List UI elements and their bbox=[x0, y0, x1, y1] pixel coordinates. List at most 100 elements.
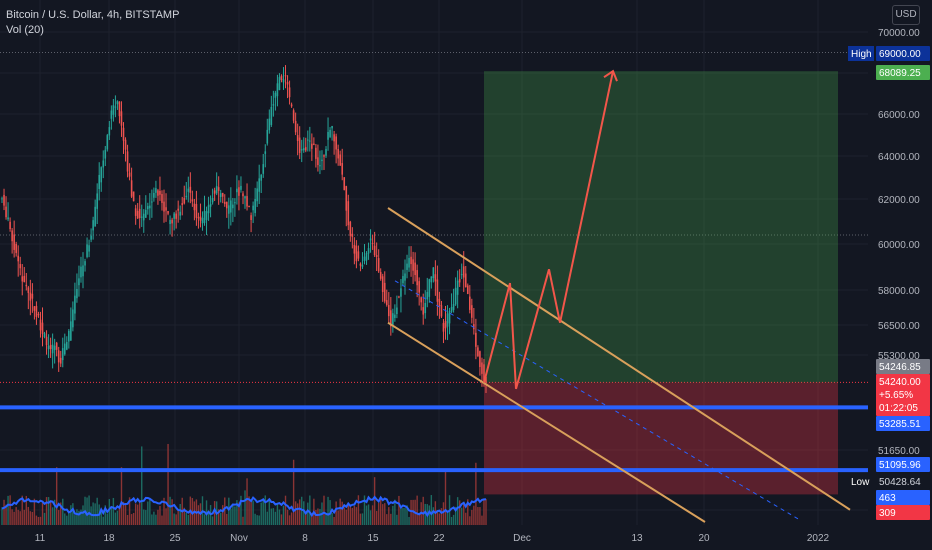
candle-body bbox=[418, 281, 420, 293]
candle-body bbox=[183, 198, 186, 204]
drawings[interactable] bbox=[0, 69, 868, 523]
candle-body bbox=[351, 233, 354, 237]
candle-body bbox=[138, 208, 141, 219]
volume-bar bbox=[343, 507, 345, 525]
volume-bar bbox=[92, 502, 94, 525]
volume-bar bbox=[272, 508, 275, 525]
volume-bar bbox=[341, 501, 343, 525]
candle-body bbox=[296, 135, 299, 141]
volume-bar bbox=[141, 446, 143, 525]
candle-body bbox=[3, 194, 5, 206]
candle-body bbox=[45, 336, 48, 346]
candle-body bbox=[88, 245, 90, 252]
volume-bar bbox=[298, 499, 301, 525]
volume-indicator-label[interactable]: Vol (20) bbox=[6, 24, 44, 36]
candle-body bbox=[250, 215, 252, 221]
candle-body bbox=[448, 311, 451, 324]
candle-body bbox=[7, 217, 9, 220]
volume-bar bbox=[165, 508, 167, 525]
candle-body bbox=[112, 105, 115, 115]
currency-button[interactable]: USD bbox=[892, 5, 920, 25]
candle-body bbox=[456, 280, 459, 295]
candle-body bbox=[207, 205, 210, 214]
symbol-title[interactable]: Bitcoin / U.S. Dollar, 4h, BITSTAMP bbox=[6, 9, 180, 21]
candle-body bbox=[106, 135, 109, 150]
candle-body bbox=[254, 199, 256, 214]
candle-body bbox=[304, 147, 307, 151]
candle-body bbox=[155, 188, 157, 193]
price-tag-box bbox=[848, 46, 874, 61]
price-label-text: 50428.64 bbox=[879, 477, 921, 488]
candle-body bbox=[179, 211, 182, 216]
volume-bar bbox=[23, 509, 25, 525]
chart-legend: Bitcoin / U.S. Dollar, 4h, BITSTAMP Vol … bbox=[6, 8, 179, 38]
candle-body bbox=[462, 266, 465, 278]
candle-body bbox=[5, 206, 7, 218]
price-axis[interactable]: 70000.0068000.0066000.0064000.0062000.00… bbox=[878, 28, 920, 517]
volume-bar bbox=[33, 498, 36, 525]
candle-body bbox=[256, 188, 258, 202]
volume-bar bbox=[375, 510, 378, 525]
volume-bar bbox=[335, 501, 337, 525]
candle-body bbox=[377, 258, 380, 272]
volume-bar bbox=[440, 508, 443, 525]
volume-bar bbox=[82, 505, 84, 525]
candle-body bbox=[302, 148, 305, 151]
volume-bar bbox=[246, 478, 248, 525]
candle-body bbox=[390, 310, 392, 327]
volume-bar bbox=[157, 509, 159, 525]
candle-body bbox=[424, 302, 427, 314]
candle-body bbox=[21, 276, 24, 282]
volume-bar bbox=[240, 495, 242, 525]
candle-body bbox=[333, 134, 335, 142]
volume-bar bbox=[161, 515, 163, 525]
volume-bar bbox=[296, 503, 299, 525]
time-axis[interactable]: 11 18 25 Nov 8 15 22 Dec 13 20 2022 bbox=[35, 533, 830, 544]
volume-bar bbox=[258, 515, 260, 525]
candle-body bbox=[292, 110, 295, 121]
volume-bar bbox=[47, 497, 50, 525]
volume-bar bbox=[102, 516, 104, 525]
volume-bar bbox=[460, 507, 463, 525]
candle-body bbox=[108, 127, 111, 136]
price-tick-label: 66000.00 bbox=[878, 110, 920, 121]
candle-body bbox=[94, 206, 96, 227]
volume-ma-line bbox=[1, 495, 487, 518]
candle-body bbox=[335, 136, 337, 150]
volume-bar bbox=[175, 514, 177, 525]
candle-body bbox=[157, 190, 159, 196]
volume-bar bbox=[248, 496, 250, 525]
candle-body bbox=[201, 217, 204, 224]
volume-bar bbox=[66, 515, 68, 525]
candle-body bbox=[309, 140, 311, 142]
candle-body bbox=[353, 244, 356, 254]
candle-body bbox=[90, 235, 92, 240]
candle-body bbox=[317, 157, 319, 166]
volume-bar bbox=[55, 467, 58, 525]
candle-body bbox=[464, 273, 467, 288]
volume-bar bbox=[39, 516, 42, 525]
candle-body bbox=[436, 279, 439, 302]
volume-bar bbox=[114, 512, 117, 525]
candle-body bbox=[82, 265, 84, 277]
candle-body bbox=[165, 207, 167, 211]
candle-body bbox=[396, 307, 398, 314]
candle-body bbox=[215, 186, 218, 194]
candle-body bbox=[452, 304, 455, 310]
volume-bar bbox=[386, 514, 388, 525]
candle-body bbox=[244, 196, 246, 199]
candle-body bbox=[473, 324, 475, 330]
volume-bar bbox=[264, 495, 266, 525]
volume-bar bbox=[294, 501, 297, 525]
candle-body bbox=[225, 201, 228, 209]
volume-bar bbox=[74, 515, 76, 525]
candle-body bbox=[248, 206, 250, 208]
candle-body bbox=[468, 296, 471, 310]
volume-bar bbox=[292, 459, 295, 525]
volume-bar bbox=[394, 499, 396, 525]
candle-body bbox=[76, 288, 78, 299]
volume-bar bbox=[159, 505, 161, 525]
candle-body bbox=[379, 271, 382, 279]
candle-body bbox=[264, 151, 267, 154]
